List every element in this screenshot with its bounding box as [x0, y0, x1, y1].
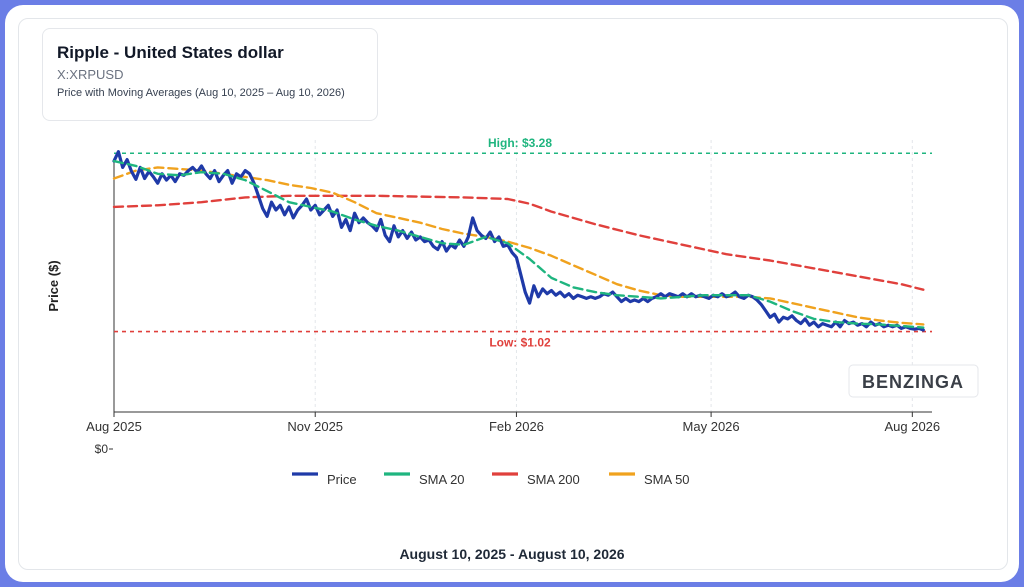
x-tick-label: Feb 2026	[489, 419, 544, 434]
chart-subtitle: Price with Moving Averages (Aug 10, 2025…	[57, 87, 345, 99]
sma-50-line	[112, 166, 925, 326]
legend-label-sma-200: SMA 200	[527, 472, 580, 487]
info-box: Ripple - United States dollar X:XRPUSD P…	[42, 28, 378, 121]
sma-200-line	[112, 194, 925, 291]
watermark-text: BENZINGA	[862, 372, 964, 392]
series-lines	[112, 150, 925, 332]
x-tick-label: Aug 2026	[884, 419, 940, 434]
high-reference-label: High: $3.28	[488, 136, 552, 150]
grid	[314, 140, 913, 412]
y-tick-label: $0	[95, 442, 109, 456]
sma-20-line	[112, 159, 925, 329]
benzinga-watermark: BENZINGA	[848, 364, 979, 398]
ticker-symbol: X:XRPUSD	[57, 67, 124, 82]
legend-label-sma-50: SMA 50	[644, 472, 690, 487]
x-tick-label: Nov 2025	[287, 419, 343, 434]
low-reference-label: Low: $1.02	[489, 336, 551, 350]
axis-ticks: Aug 2025 Nov 2025 Feb 2026 May 2026 Aug 2026…	[86, 412, 940, 456]
reference-lines: High: $3.28 Low: $1.02	[114, 136, 932, 350]
x-tick-label: Aug 2025	[86, 419, 142, 434]
price-line	[112, 150, 925, 332]
x-tick-label: May 2026	[683, 419, 740, 434]
date-range-caption: August 10, 2025 - August 10, 2026	[399, 546, 625, 562]
y-axis-label: Price ($)	[46, 260, 61, 311]
legend-label-sma-20: SMA 20	[419, 472, 465, 487]
chart-title: Ripple - United States dollar	[57, 43, 284, 62]
legend: Price SMA 20 SMA 200 SMA 50	[292, 472, 690, 487]
legend-label-price: Price	[327, 472, 357, 487]
